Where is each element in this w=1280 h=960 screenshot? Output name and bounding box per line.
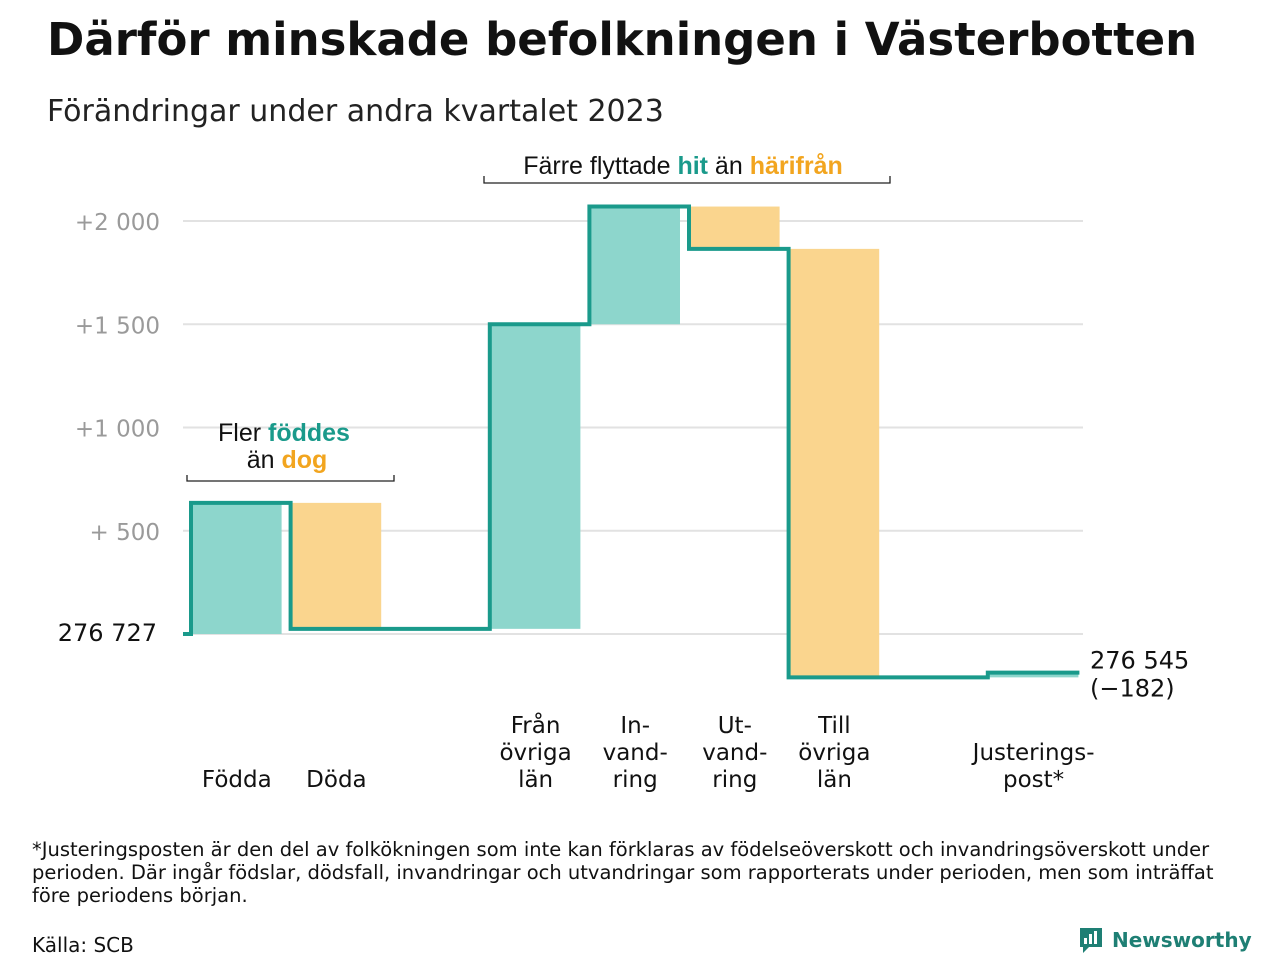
category-label: Från: [511, 711, 561, 739]
chart-subtitle: Förändringar under andra kvartalet 2023: [47, 94, 664, 129]
category-label: ring: [712, 767, 757, 793]
category-label: övriga: [798, 740, 870, 766]
category-label: ring: [613, 767, 658, 793]
waterfall-step-line: [183, 204, 1080, 680]
category-label: övriga: [499, 740, 571, 766]
y-tick-label: +1 500: [75, 313, 160, 339]
category-label: post*: [1003, 767, 1064, 793]
annotation-text: Fler föddes: [218, 419, 350, 447]
y-tick-label: +2 000: [75, 210, 160, 236]
source-note: Källa: SCB: [32, 933, 134, 957]
category-label: Födda: [202, 767, 272, 793]
category-label: län: [518, 767, 553, 793]
waterfall-bar: [290, 502, 382, 629]
annotation-text: Färre flyttade hit än härifrån: [523, 152, 843, 180]
newsworthy-brand[interactable]: Newsworthy: [1078, 926, 1252, 954]
start-value-label: 276 727: [58, 619, 157, 647]
annotation-span: Fler: [218, 419, 268, 447]
waterfall-bar: [788, 248, 880, 678]
annotation-text: än dog: [247, 446, 328, 474]
brand-name: Newsworthy: [1112, 928, 1252, 952]
category-label: vand-: [702, 740, 767, 766]
annotation-span: än: [708, 152, 750, 180]
labels: +2 000 +1 500 +1 000 + 500 276 727 Födda Döda F…: [58, 210, 1190, 793]
waterfall-bar: [191, 502, 282, 634]
waterfall-bar: [987, 672, 1079, 678]
category-label: Till: [817, 713, 851, 739]
step-line: [183, 204, 1080, 680]
newsworthy-logo-icon: [1080, 928, 1102, 953]
bars: [191, 206, 1079, 678]
category-label: Ut-: [718, 713, 752, 739]
annotation-bracket: [483, 176, 891, 184]
annotation-span: hit: [677, 152, 708, 180]
category-label: län: [817, 767, 852, 793]
y-tick-label: + 500: [90, 520, 160, 546]
end-change-label: (−182): [1090, 675, 1175, 703]
footnote: *Justeringsposten är den del av folkökni…: [32, 838, 1214, 907]
waterfall-bar: [589, 206, 680, 325]
chart-title: Därför minskade befolkningen i Västerbot…: [47, 13, 1197, 66]
waterfall-bar: [689, 206, 780, 249]
annotation-span: än: [247, 446, 282, 474]
end-value-label: 276 545: [1090, 647, 1189, 675]
annotation-span: härifrån: [750, 152, 843, 180]
category-label: In-: [620, 713, 650, 739]
waterfall-bar: [489, 324, 581, 629]
annotation-bracket: [186, 475, 395, 482]
y-tick-label: +1 000: [75, 417, 160, 443]
annotation-span: Färre flyttade: [523, 152, 677, 180]
category-label: Justerings-: [971, 740, 1095, 766]
category-label: vand-: [603, 740, 668, 766]
annotation-span: dog: [281, 446, 327, 474]
category-label: Döda: [306, 767, 366, 793]
annotation-span: föddes: [268, 419, 350, 447]
